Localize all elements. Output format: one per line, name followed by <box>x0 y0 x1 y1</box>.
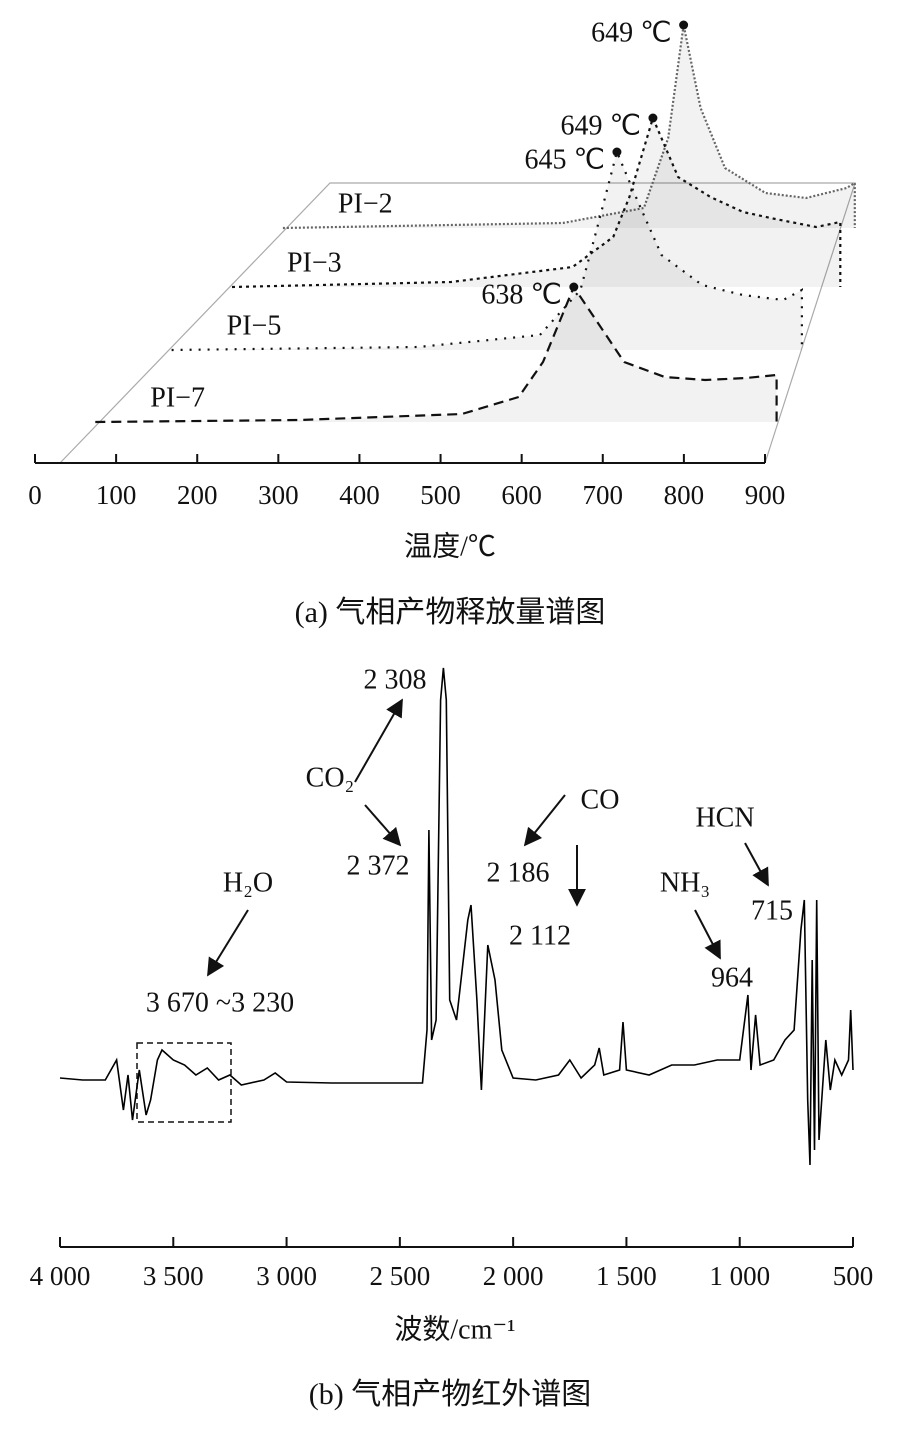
x-tick-label: 500 <box>420 480 461 510</box>
annotation: 2 186 <box>487 857 550 888</box>
x-tick-label: 3 000 <box>256 1261 317 1291</box>
annotation: 3 670 ~3 230 <box>146 987 294 1018</box>
peak-label: 649 ℃ <box>591 17 671 48</box>
peak-marker <box>679 20 689 30</box>
x-axis-title: 波数/cm⁻¹ <box>394 1313 515 1345</box>
curve-fill <box>171 152 802 350</box>
peak-label: 645 ℃ <box>524 144 604 175</box>
peak-marker <box>648 113 658 123</box>
arrow <box>694 909 721 960</box>
x-tick-label: 2 000 <box>483 1261 544 1291</box>
arrow <box>207 909 249 977</box>
series-line <box>231 114 842 289</box>
annotation: 2 308 <box>364 664 427 695</box>
x-tick-label: 300 <box>258 480 299 510</box>
x-tick-label: 4 000 <box>30 1261 91 1291</box>
series-label: PI−7 <box>150 382 205 413</box>
arrow <box>364 804 402 847</box>
x-tick-label: 900 <box>745 480 786 510</box>
chart-b: 2 308 CO₂ 2 372 CO 2 186 2 112 H₂O 3 670… <box>30 664 874 1410</box>
x-axis-title: 温度/℃ <box>404 530 496 562</box>
annotation: HCN <box>695 802 754 833</box>
series-line <box>95 284 778 424</box>
highlight-box <box>136 1042 232 1123</box>
x-tick-label: 600 <box>501 480 542 510</box>
x-tick-label: 200 <box>177 480 218 510</box>
curve-fill <box>95 287 777 422</box>
x-tick-label: 1 500 <box>596 1261 657 1291</box>
peak-label: 638 ℃ <box>481 279 561 310</box>
x-tick-label: 1 000 <box>709 1261 770 1291</box>
annotation: CO <box>581 784 620 815</box>
arrow <box>523 794 566 847</box>
x-tick-label: 400 <box>339 480 380 510</box>
peak-label: 649 ℃ <box>560 110 640 141</box>
x-tick-label: 500 <box>833 1261 874 1291</box>
series-label: PI−5 <box>227 310 282 341</box>
x-tick-label: 700 <box>583 480 624 510</box>
annotation: 715 <box>751 895 793 926</box>
x-tick-label: 3 500 <box>143 1261 204 1291</box>
series-label: PI−3 <box>287 247 342 278</box>
annotation: H₂O <box>223 867 273 898</box>
x-tick-label: 2 500 <box>369 1261 430 1291</box>
peak-marker <box>569 282 579 292</box>
caption: (a) 气相产物释放量谱图 <box>295 596 606 629</box>
annotation: 2 372 <box>347 850 410 881</box>
plane-outline <box>59 182 856 464</box>
caption: (b) 气相产物红外谱图 <box>309 1378 591 1411</box>
peak-marker <box>612 147 622 157</box>
curve-fill <box>232 118 841 287</box>
annotation: 2 112 <box>509 920 571 951</box>
annotation: NH₃ <box>660 867 710 898</box>
arrow <box>354 698 403 783</box>
series-label: PI−2 <box>338 188 393 219</box>
x-tick-label: 800 <box>664 480 705 510</box>
spectrum-line <box>59 667 854 1166</box>
curve-fill <box>282 25 855 228</box>
arrow <box>744 842 769 887</box>
x-tick-label: 0 <box>28 480 42 510</box>
annotation: CO₂ <box>306 762 355 793</box>
annotation: 964 <box>711 962 753 993</box>
chart-a: 温度/℃ (a) 气相产物释放量谱图 0 100 200 300 400 500 600 70… <box>28 17 856 629</box>
x-tick-label: 100 <box>96 480 137 510</box>
series-line <box>282 24 856 230</box>
